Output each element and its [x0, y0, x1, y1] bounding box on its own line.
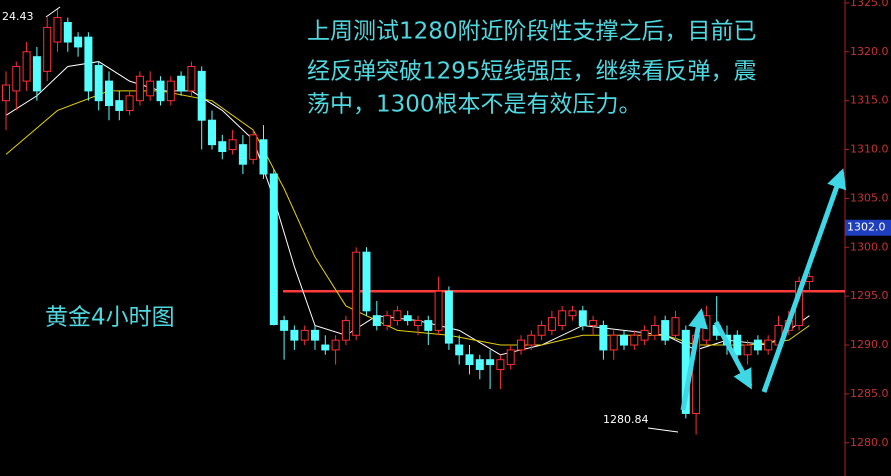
- candle-body: [135, 75, 144, 102]
- candle-body: [537, 324, 546, 336]
- candle-body: [743, 344, 752, 356]
- annotation-line: [647, 427, 679, 433]
- candle-body: [578, 310, 587, 326]
- commentary-line: 荡中，1300根本不是有效压力。: [307, 92, 642, 118]
- candle-body: [661, 320, 670, 341]
- candle-body: [764, 339, 773, 351]
- commentary-line: 上周测试1280附近阶段性支撑之后，目前已: [307, 19, 757, 45]
- y-tick-label: 1280.0: [850, 436, 889, 449]
- candle-body: [300, 329, 309, 341]
- candle-body: [403, 315, 412, 322]
- candle-body: [372, 315, 381, 326]
- candle-body: [2, 84, 10, 102]
- candle-body: [321, 344, 330, 351]
- candle-body: [414, 320, 422, 326]
- candle-body: [259, 139, 268, 175]
- candle-body: [331, 339, 340, 351]
- candle-body: [125, 95, 134, 111]
- candle-body: [228, 139, 237, 151]
- arrow: [713, 320, 753, 390]
- candle-body: [341, 320, 350, 341]
- candle-body: [620, 334, 628, 346]
- candle-body: [640, 329, 649, 341]
- candle-body: [506, 349, 515, 366]
- candle-body: [146, 80, 155, 97]
- y-tick-label: 1320.0: [850, 45, 889, 58]
- candle-body: [208, 119, 216, 146]
- candle-body: [475, 359, 484, 370]
- candle-body: [517, 339, 525, 351]
- annotation: 1280.84: [603, 413, 649, 426]
- candle-body: [496, 359, 505, 370]
- candle-body: [187, 65, 196, 92]
- arrow: [680, 308, 708, 411]
- candle-body: [393, 310, 402, 322]
- arrows: [680, 168, 847, 411]
- candle-body: [465, 354, 474, 366]
- candle-body: [94, 64, 103, 102]
- y-tick-label: 1315.0: [850, 94, 889, 107]
- candle-body: [249, 134, 258, 160]
- candle-body: [630, 334, 639, 346]
- candle-body: [558, 310, 567, 326]
- candle-body: [671, 317, 680, 336]
- candle-body: [290, 329, 299, 341]
- candle-body: [63, 21, 72, 43]
- candle-body: [218, 141, 227, 152]
- price-box: [845, 219, 891, 236]
- y-tick-label: 1285.0: [850, 387, 889, 400]
- candle-body: [547, 317, 556, 331]
- y-tick-label: 1290.0: [850, 338, 889, 351]
- candle-body: [177, 75, 186, 92]
- candle-body: [311, 329, 319, 341]
- candle-body: [269, 173, 278, 326]
- candle-body: [280, 320, 289, 331]
- candle-body: [527, 334, 536, 346]
- y-tick-label: 1305.0: [850, 191, 889, 204]
- candle-body: [166, 80, 175, 102]
- y-tick-label: 1325.0: [850, 0, 889, 9]
- candle-body: [434, 290, 443, 331]
- candle-body: [733, 334, 742, 356]
- candle-body: [599, 324, 608, 351]
- candle-body: [650, 324, 659, 336]
- annotation-line: [45, 6, 61, 18]
- arrow: [761, 168, 847, 393]
- candle-body: [22, 51, 31, 82]
- y-tick-label: 1310.0: [850, 143, 889, 156]
- candle-body: [12, 65, 21, 92]
- candle-body: [383, 315, 392, 326]
- price-label: 1302.0: [847, 221, 886, 234]
- candle-body: [702, 315, 711, 341]
- candle-body: [84, 36, 93, 92]
- y-tick-label: 1300.0: [850, 240, 889, 253]
- candle-body: [568, 310, 577, 317]
- candle-body: [455, 344, 464, 356]
- candle-body: [105, 80, 113, 107]
- candle-body: [753, 339, 762, 351]
- candle-body: [362, 251, 371, 312]
- candle-body: [444, 290, 453, 344]
- candle-body: [53, 17, 62, 43]
- candle-body: [74, 36, 83, 48]
- candle-body: [486, 359, 495, 366]
- candle-body: [238, 144, 247, 165]
- candle-body: [156, 80, 165, 102]
- chart-label: 黄金4小时图: [45, 305, 175, 331]
- candle-body: [32, 56, 41, 92]
- candle-body: [424, 320, 433, 331]
- candle-body: [115, 100, 124, 111]
- candle-body: [197, 70, 206, 121]
- annotation: 24.43: [2, 10, 34, 23]
- candle-body: [43, 26, 52, 72]
- y-tick-label: 1295.0: [850, 289, 889, 302]
- candle-body: [352, 251, 361, 336]
- commentary-line: 经反弹突破1295短线强压，继续看反弹，震: [307, 59, 757, 85]
- candle-body: [609, 334, 618, 351]
- candle-body: [589, 320, 598, 326]
